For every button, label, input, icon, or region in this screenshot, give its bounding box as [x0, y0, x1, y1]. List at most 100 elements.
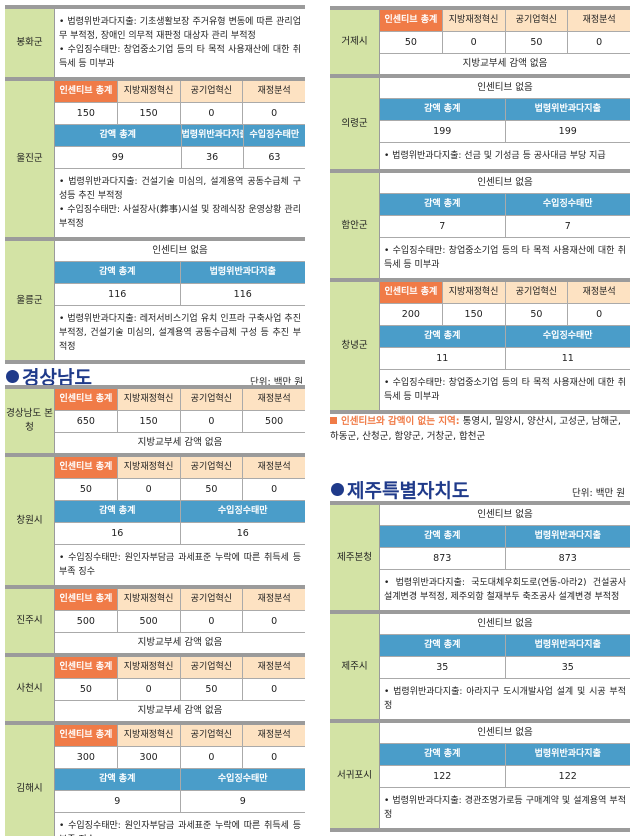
incentive-value: 650 [55, 411, 118, 432]
incentive-value: 0 [181, 611, 244, 632]
cut-value: 35 [380, 657, 506, 678]
incentive-header-fin_analysis: 재정분석 [243, 657, 305, 678]
incentive-header-inc_total: 인센티브 총계 [380, 282, 443, 303]
region-name: 서귀포시 [330, 723, 380, 828]
note-text: 통영시, 밀양시, 양산시, 고성군, 남해군, 하동군, 산청군, 함양군, … [330, 416, 621, 442]
no-incentive-row: 인센티브 없음 [380, 723, 630, 744]
no-cut-row: 지방교부세 감액 없음 [55, 433, 305, 453]
region-name: 창원시 [5, 457, 55, 585]
cut-values-row: 11 11 [380, 348, 630, 370]
region-block: 함안군 인센티브 없음 감액 총계 수입징수태만 7 7 • 수입징수태만: 창업중소기업 … [330, 169, 630, 282]
region-name: 울진군 [5, 81, 55, 237]
region-body: • 법령위반과다지출: 기초생활보장 주거유형 변동에 따른 관리업무 부적정,… [55, 9, 305, 77]
violation-note: • 수입징수태만: 원인자부담금 과세표준 누락에 따른 취득세 등 부족 징수 [55, 813, 305, 836]
cut-header-row: 감액 총계 법령위반과다지출 [380, 744, 630, 766]
incentive-header-public_ent: 공기업혁신 [505, 10, 569, 31]
no-incentive-text: 인센티브 없음 [477, 618, 533, 629]
violation-note: • 수입징수태만: 창업중소기업 등의 타 목적 사용재산에 대한 취득세 등 … [380, 370, 630, 410]
region-group: 제주본청 인센티브 없음 감액 총계 법령위반과다지출 873 873 • 법령위반과다지출… [330, 501, 630, 832]
note-line: • 법령위반과다지출: 레저서비스기업 유치 인프라 구축사업 추진 부적정, … [59, 314, 301, 352]
no-incentive-text: 인센티브 없음 [477, 177, 533, 188]
note-row: • 법령위반과다지출: 레저서비스기업 유치 인프라 구축사업 추진 부적정, … [55, 306, 305, 360]
note-line: • 법령위반과다지출: 건설기술 미심의, 설계용역 공동수급체 구성등 추진 … [59, 177, 301, 201]
incentive-value: 50 [506, 304, 569, 325]
cut-value: 11 [561, 353, 574, 364]
incentive-values-row: 50 0 50 0 [55, 679, 305, 701]
cut-header-total: 감액 총계 [380, 635, 506, 656]
incentive-value: 50 [506, 32, 569, 53]
incentive-value: 0 [271, 752, 278, 763]
violation-note: • 법령위반과다지출: 경관조명가로등 구매계약 및 설계용역 부적정 [380, 788, 630, 828]
incentive-header-local_fin: 지방재정혁신 [117, 657, 181, 678]
region-body: 인센티브 총계 지방재정혁신 공기업혁신 재정분석 50 0 50 0 지방교부세 감액 없음 [380, 10, 630, 74]
incentive-header-local_fin: 지방재정혁신 [442, 282, 506, 303]
region-body: 인센티브 총계 지방재정혁신 공기업혁신 재정분석 200 150 50 0 감액 총계 수입징수… [380, 282, 630, 410]
incentive-value: 150 [118, 103, 181, 124]
region-block: 진주시 인센티브 총계 지방재정혁신 공기업혁신 재정분석 500 500 0 0 지방교부세 감… [5, 585, 305, 657]
no-cut-row: 지방교부세 감액 없음 [380, 54, 630, 74]
violation-note: • 수입징수태만: 창업중소기업 등의 타 목적 사용재산에 대한 취득세 등 … [380, 238, 630, 278]
cut-header-total: 감액 총계 [55, 769, 181, 790]
no-incentive-row: 인센티브 없음 [380, 614, 630, 635]
region-name: 진주시 [5, 589, 55, 653]
incentive-header-public_ent: 공기업혁신 [180, 657, 244, 678]
cut-value: 122 [558, 771, 577, 782]
incentive-header-fin_analysis: 재정분석 [568, 10, 630, 31]
incentive-value: 0 [118, 679, 181, 700]
gyeongnam-title: 경상남도 [22, 367, 92, 389]
note-row: • 법령위반과다지출: 기초생활보장 주거유형 변동에 따른 관리업무 부적정,… [55, 9, 305, 77]
cut-header-row: 감액 총계 법령위반과다지출 [380, 526, 630, 548]
incentive-values-row: 500 500 0 0 [55, 611, 305, 633]
region-block: 서귀포시 인센티브 없음 감액 총계 법령위반과다지출 122 122 • 법령위반과다지출… [330, 719, 630, 832]
no-incentive-row: 인센티브 없음 [380, 78, 630, 99]
no-incentive-text: 인센티브 없음 [477, 509, 533, 520]
region-block: 거제시 인센티브 총계 지방재정혁신 공기업혁신 재정분석 50 0 50 0 지방교부세 감액 … [330, 6, 630, 78]
incentive-value: 150 [443, 304, 506, 325]
region-name: 경상남도 본청 [5, 389, 55, 453]
cut-value: 199 [558, 126, 577, 137]
incentive-value: 0 [271, 108, 278, 119]
note-line: • 수입징수태만: 창업중소기업 등의 타 목적 사용재산에 대한 취득세 등 … [59, 45, 301, 69]
no-cut-text: 지방교부세 감액 없음 [462, 58, 548, 69]
cut-header-revenue: 수입징수태만 [505, 194, 630, 215]
cut-value: 199 [380, 121, 506, 142]
incentive-header-public_ent: 공기업혁신 [180, 725, 244, 746]
note-line: • 수입징수태만: 원인자부담금 과세표준 누락에 따른 취득세 등 부족 징수 [59, 821, 301, 836]
region-body: 인센티브 없음 감액 총계 법령위반과다지출 116 116 • 법령위반과다지출: 레저… [55, 241, 305, 360]
incentive-values-row: 300 300 0 0 [55, 747, 305, 769]
incentive-header-fin_analysis: 재정분석 [243, 725, 305, 746]
region-body: 인센티브 없음 감액 총계 법령위반과다지출 122 122 • 법령위반과다지출: 경관… [380, 723, 630, 828]
cut-header-total: 감액 총계 [55, 262, 181, 283]
incentive-header-fin_analysis: 재정분석 [568, 282, 630, 303]
bullet-dot-icon [331, 483, 344, 496]
incentive-value: 0 [271, 684, 278, 695]
violation-note: • 법령위반과다지출: 레저서비스기업 유치 인프라 구축사업 추진 부적정, … [55, 306, 305, 360]
incentive-header-fin_analysis: 재정분석 [243, 81, 305, 102]
incentive-value: 150 [118, 411, 181, 432]
region-body: 인센티브 총계 지방재정혁신 공기업혁신 재정분석 50 0 50 0 지방교부세 감액 없음 [55, 657, 305, 721]
incentive-header-inc_total: 인센티브 총계 [55, 725, 118, 746]
region-body: 인센티브 없음 감액 총계 법령위반과다지출 35 35 • 법령위반과다지출: 아라지구… [380, 614, 630, 719]
incentive-values-row: 200 150 50 0 [380, 304, 630, 326]
cut-header-illegal: 법령위반과다지출 [505, 744, 630, 765]
region-body: 인센티브 총계 지방재정혁신 공기업혁신 재정분석 500 500 0 0 지방교부세 감액 없… [55, 589, 305, 653]
note-row: • 수입징수태만: 원인자부담금 과세표준 누락에 따른 취득세 등 부족 징수 [55, 813, 305, 836]
no-incentive-text: 인센티브 없음 [477, 727, 533, 738]
note-line: • 수입징수태만: 사설장사(葬事)시설 및 장례식장 운영상황 관리 부적정 [59, 205, 301, 229]
incentive-header-public_ent: 공기업혁신 [505, 282, 569, 303]
region-block: 창녕군 인센티브 총계 지방재정혁신 공기업혁신 재정분석 200 150 50 0 감액 총계 수… [330, 278, 630, 414]
cut-value: 9 [239, 796, 246, 807]
incentive-header-row: 인센티브 총계 지방재정혁신 공기업혁신 재정분석 [380, 282, 630, 304]
region-block: 제주시 인센티브 없음 감액 총계 법령위반과다지출 35 35 • 법령위반과다지출: 아… [330, 610, 630, 723]
note-row: • 법령위반과다지출: 국도대체우회도로(연동-아라2) 건설공사 설계변경 부… [380, 570, 630, 610]
cut-header-row: 감액 총계 수입징수태만 [55, 501, 305, 523]
cut-header-total: 감액 총계 [55, 125, 182, 146]
region-block: 봉화군 • 법령위반과다지출: 기초생활보장 주거유형 변동에 따른 관리업무 부… [5, 5, 305, 81]
cut-header-row: 감액 총계 수입징수태만 [55, 769, 305, 791]
incentive-header-inc_total: 인센티브 총계 [55, 457, 118, 478]
note-row: • 법령위반과다지출: 아라지구 도시개발사업 설계 및 시공 부적정 [380, 679, 630, 719]
violation-note: • 법령위반과다지출: 아라지구 도시개발사업 설계 및 시공 부적정 [380, 679, 630, 719]
incentive-header-local_fin: 지방재정혁신 [117, 457, 181, 478]
